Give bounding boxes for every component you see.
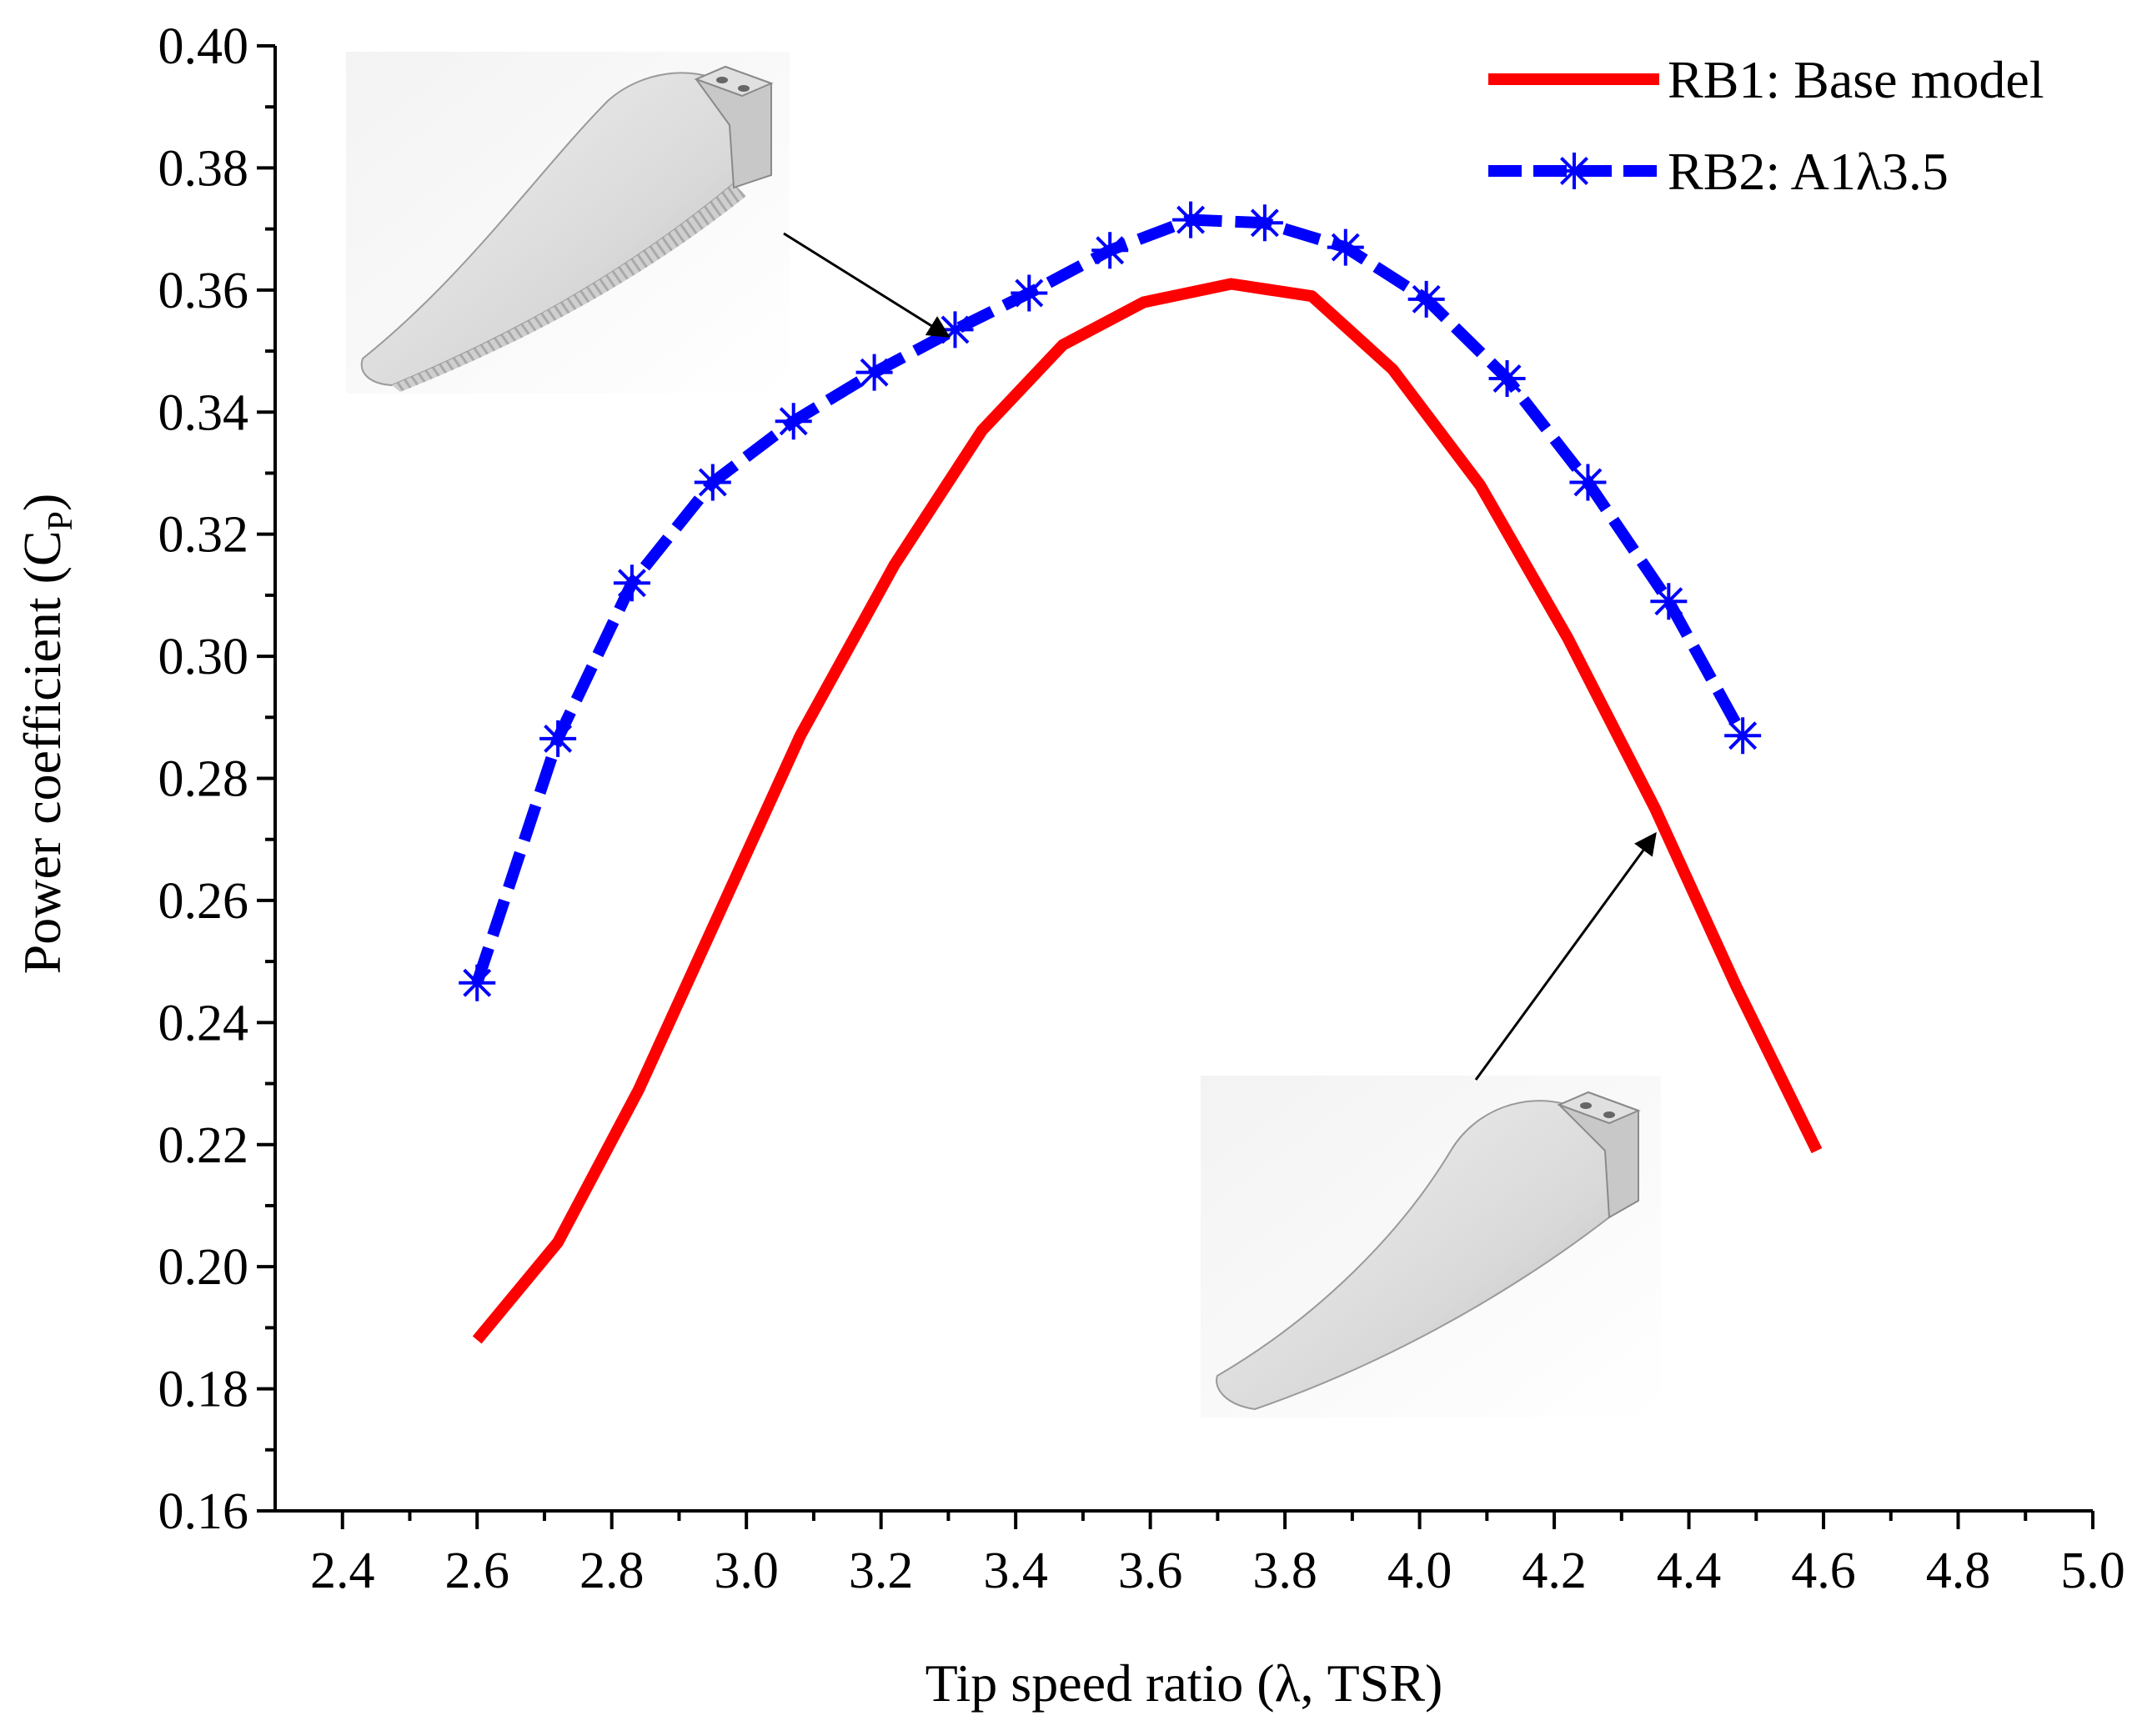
y-axis-title-subscript: P	[42, 511, 80, 530]
y-tick-label: 0.24	[158, 995, 249, 1051]
series-2-point	[1172, 201, 1210, 238]
y-tick-label: 0.30	[158, 629, 249, 685]
y-axis-ticks: 0.16 0.18 0.20 0.22 0.24 0.26 0.28 0.30 0.32 0.34…	[158, 18, 275, 1540]
x-axis-title: Tip speed ratio (λ, TSR)	[926, 1653, 1443, 1713]
y-axis-title-main: Power coefficient (C	[13, 530, 72, 974]
series-2-point	[459, 964, 496, 1001]
legend-marker-rb2	[1556, 153, 1593, 189]
legend-label-rb1: RB1: Base model	[1668, 50, 2044, 109]
series-2-point	[1407, 280, 1445, 318]
series-2-point	[1091, 232, 1129, 269]
x-tick-label: 4.4	[1657, 1543, 1722, 1599]
annotation-arrow-1	[783, 232, 951, 338]
x-tick-label: 4.2	[1522, 1543, 1587, 1599]
annotation-arrow-2	[1474, 831, 1657, 1081]
x-tick-label: 3.4	[983, 1543, 1048, 1599]
y-tick-label: 0.18	[158, 1362, 249, 1418]
y-tick-label: 0.22	[158, 1117, 249, 1174]
y-tick-label: 0.20	[158, 1239, 249, 1296]
annotation-layer	[783, 232, 1657, 1081]
x-tick-label: 4.8	[1926, 1543, 1991, 1599]
y-tick-label: 0.36	[158, 263, 249, 319]
x-tick-label: 2.8	[579, 1543, 645, 1599]
blade-inset-serrated	[346, 52, 790, 394]
y-tick-label: 0.38	[158, 140, 249, 197]
series-2-point	[1011, 274, 1048, 312]
series-2-point	[1569, 464, 1607, 501]
x-tick-label: 2.6	[444, 1543, 509, 1599]
x-tick-label: 3.0	[714, 1543, 779, 1599]
series-2-point	[539, 720, 577, 757]
blade-inset-base	[1201, 1076, 1661, 1417]
legend-asterisk-marker	[1556, 153, 1593, 189]
legend: RB1: Base model RB2: A1λ3.5	[1488, 50, 2044, 201]
series-2-point	[775, 403, 812, 440]
y-tick-label: 0.32	[158, 507, 249, 564]
y-tick-label: 0.40	[158, 18, 249, 75]
series-2-point	[1246, 204, 1283, 242]
x-tick-label: 3.8	[1252, 1543, 1317, 1599]
series-2-point	[613, 564, 650, 602]
y-tick-label: 0.34	[158, 384, 249, 441]
y-tick-label: 0.16	[158, 1483, 249, 1540]
series-2-point	[855, 354, 893, 391]
x-tick-label: 4.6	[1791, 1543, 1856, 1599]
series-2-point	[1488, 359, 1526, 397]
series-layer	[459, 201, 1823, 1344]
x-tick-label: 4.0	[1387, 1543, 1452, 1599]
x-tick-label: 2.4	[310, 1543, 375, 1599]
x-tick-label: 5.0	[2060, 1543, 2125, 1599]
legend-label-rb2: RB2: A1λ3.5	[1668, 142, 1949, 201]
series-2-point	[694, 464, 731, 501]
series-2-point	[1650, 583, 1688, 620]
y-axis-title: Power coefficient (CP)	[13, 494, 80, 975]
x-tick-label: 3.6	[1118, 1543, 1183, 1599]
series-2-point	[936, 311, 974, 349]
x-axis-ticks: 2.4 2.6 2.8 3.0 3.2 3.4 3.6 3.8 4.0 4.2 4.4 4.6 4.8 5…	[310, 1511, 2125, 1599]
series-2-point	[1327, 228, 1364, 266]
series-2-point	[1724, 717, 1762, 755]
y-tick-label: 0.26	[158, 873, 249, 930]
y-tick-label: 0.28	[158, 751, 249, 808]
x-tick-label: 3.2	[849, 1543, 914, 1599]
y-axis-title-close: )	[13, 494, 72, 511]
